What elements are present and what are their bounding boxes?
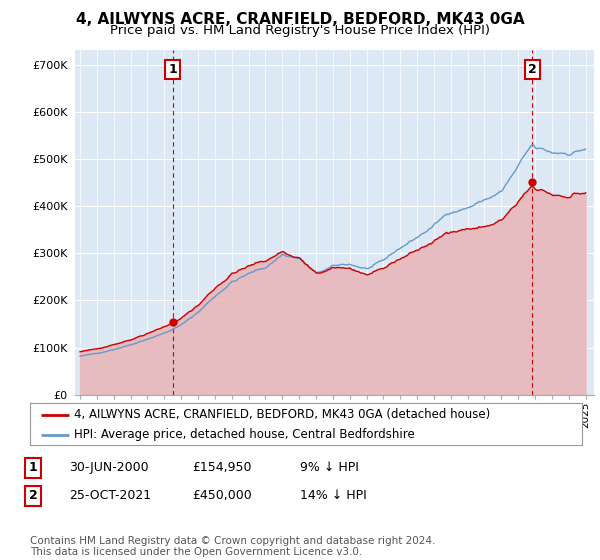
Text: 25-OCT-2021: 25-OCT-2021 [69, 489, 151, 502]
Text: £450,000: £450,000 [192, 489, 252, 502]
Text: 14% ↓ HPI: 14% ↓ HPI [300, 489, 367, 502]
Text: Contains HM Land Registry data © Crown copyright and database right 2024.
This d: Contains HM Land Registry data © Crown c… [30, 535, 436, 557]
Text: 2: 2 [528, 63, 536, 76]
Text: HPI: Average price, detached house, Central Bedfordshire: HPI: Average price, detached house, Cent… [74, 428, 415, 441]
Text: 1: 1 [29, 461, 37, 474]
Text: 1: 1 [169, 63, 177, 76]
Text: 30-JUN-2000: 30-JUN-2000 [69, 461, 149, 474]
Text: 4, AILWYNS ACRE, CRANFIELD, BEDFORD, MK43 0GA: 4, AILWYNS ACRE, CRANFIELD, BEDFORD, MK4… [76, 12, 524, 27]
Text: 4, AILWYNS ACRE, CRANFIELD, BEDFORD, MK43 0GA (detached house): 4, AILWYNS ACRE, CRANFIELD, BEDFORD, MK4… [74, 408, 490, 421]
Text: £154,950: £154,950 [192, 461, 251, 474]
Text: Price paid vs. HM Land Registry's House Price Index (HPI): Price paid vs. HM Land Registry's House … [110, 24, 490, 36]
Text: 9% ↓ HPI: 9% ↓ HPI [300, 461, 359, 474]
Text: 2: 2 [29, 489, 37, 502]
